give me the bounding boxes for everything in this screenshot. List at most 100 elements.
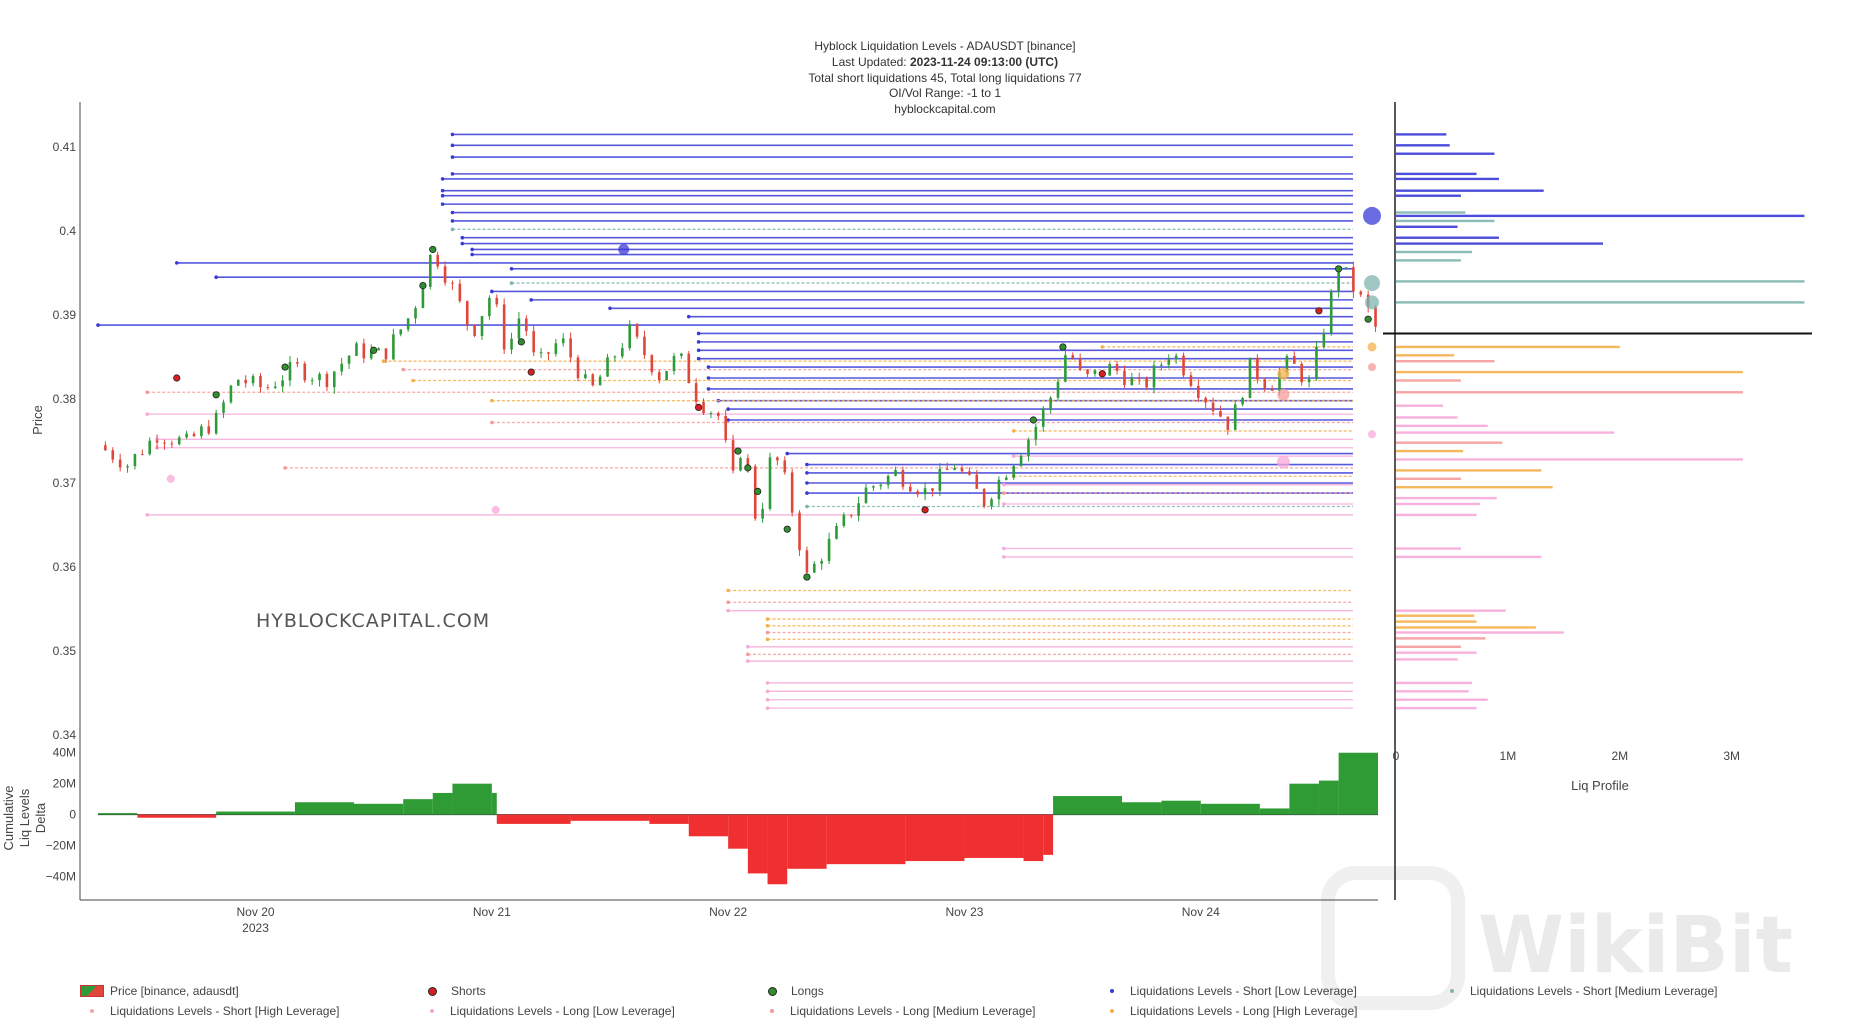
candle-body-63: [569, 338, 572, 358]
liq-level-start-7: [440, 202, 445, 206]
candle-body-57: [525, 318, 528, 332]
candle-body-1: [111, 450, 115, 460]
candle-body-146: [1182, 355, 1185, 376]
candle-body-118: [975, 474, 979, 489]
candle-body-141: [1145, 378, 1148, 388]
longs-marker-7: [744, 464, 752, 472]
legend-item-long-high[interactable]: Liquidations Levels - Long [High Leverag…: [1100, 1004, 1357, 1018]
candle-body-160: [1285, 356, 1289, 373]
liq-profile-bar-33: [1396, 496, 1497, 500]
delta-segment-3: [216, 811, 295, 815]
candle-body-56: [517, 318, 521, 339]
candle-body-36: [369, 350, 373, 359]
liq-profile-bar-45: [1396, 651, 1477, 654]
candle-body-30: [325, 373, 329, 388]
chart-title: Hyblock Liquidation Levels - ADAUSDT [bi…: [808, 39, 1082, 116]
candle-body-21: [259, 375, 262, 388]
longs-marker-14: [1364, 315, 1372, 323]
title-line-2: Last Updated: 2023-11-24 09:13:00 (UTC): [832, 55, 1058, 69]
liq-level-start-13: [470, 247, 474, 252]
liq-profile-tick-2: 2M: [1611, 749, 1628, 763]
legend-item-price[interactable]: Price [binance, adausdt]: [80, 984, 239, 998]
candle-body-84: [724, 415, 727, 441]
liq-level-start-16: [509, 267, 514, 271]
x-tick-year-0: 2023: [242, 921, 269, 935]
liq-level-start-20: [529, 298, 534, 302]
candle-body-114: [945, 468, 949, 470]
legend-label: Liquidations Levels - Short [High Levera…: [110, 1004, 340, 1018]
delta-segment-22: [1043, 814, 1054, 855]
liquidation-bubbles: [166, 206, 1381, 514]
x-tick-3: Nov 23: [945, 905, 983, 919]
candle-body-47: [451, 282, 454, 284]
candle-body-12: [192, 433, 196, 437]
liq-level-start-46: [145, 412, 150, 416]
candle-body-140: [1137, 377, 1141, 379]
liq-level-start-14: [470, 252, 474, 257]
liq-level-start-52: [283, 466, 287, 470]
delta-segment-11: [570, 814, 650, 821]
wikibit-watermark: WikiBit: [1321, 866, 1793, 1010]
candle-body-128: [1049, 397, 1052, 409]
liq-profile-bar-23: [1396, 404, 1443, 407]
candle-body-151: [1219, 411, 1222, 417]
delta-y-axis-title-line-1: Cumulative: [1, 785, 16, 850]
liq-level-start-1: [450, 143, 455, 148]
candle-body-80: [694, 383, 698, 402]
candle-body-39: [392, 334, 395, 360]
legend-item-short-high[interactable]: Liquidations Levels - Short [High Levera…: [80, 1004, 339, 1018]
candle-body-132: [1078, 358, 1082, 370]
candle-body-133: [1086, 369, 1089, 375]
liq-bubble-7: [1277, 388, 1290, 401]
candle-body-143: [1160, 364, 1163, 366]
candle-body-48: [458, 283, 462, 302]
legend-item-short-low[interactable]: Liquidations Levels - Short [Low Leverag…: [1100, 984, 1357, 998]
liq-profile-bar-8: [1396, 214, 1805, 218]
liq-level-start-21: [608, 306, 612, 311]
candle-body-126: [1034, 426, 1038, 440]
candle-body-149: [1204, 397, 1207, 403]
price-y-tick-3: 0.37: [53, 476, 77, 490]
candle-body-73: [643, 336, 646, 356]
candle-body-101: [849, 514, 853, 516]
candle-body-121: [997, 479, 1001, 500]
delta-y-ticks: 40M 20M 0 −20M −40M: [46, 746, 77, 884]
liq-level-start-69: [746, 659, 750, 663]
liq-level-start-59: [1002, 555, 1006, 559]
candle-body-86: [739, 458, 742, 471]
candle-body-16: [222, 402, 225, 413]
last-updated-value: 2023-11-24 09:13:00 (UTC): [910, 55, 1058, 69]
candle-body-119: [982, 488, 986, 507]
legend-item-shorts[interactable]: Shorts: [420, 984, 486, 998]
liq-level-start-10: [450, 227, 455, 232]
liq-profile-bar-28: [1396, 449, 1464, 453]
liq-level-start-5: [440, 188, 445, 193]
legend-item-short-medium[interactable]: Liquidations Levels - Short [Medium Leve…: [1440, 984, 1717, 998]
candle-body-157: [1263, 379, 1267, 389]
legend-item-long-medium[interactable]: Liquidations Levels - Long [Medium Lever…: [760, 1004, 1035, 1018]
liq-level-start-2: [450, 155, 455, 159]
candle-body-33: [347, 355, 351, 364]
longs-marker-13: [1335, 265, 1343, 273]
liq-bubble-1: [618, 243, 630, 255]
liq-bubble-11: [491, 505, 500, 514]
legend-item-longs[interactable]: Longs: [760, 984, 824, 998]
candle-body-148: [1197, 385, 1200, 398]
delta-area: [98, 752, 1378, 885]
shorts-marker-2: [695, 403, 703, 411]
longs-marker-2: [370, 346, 378, 354]
liq-level-start-41: [381, 359, 386, 364]
candle-body-170: [1359, 291, 1363, 295]
candle-body-65: [584, 374, 587, 379]
candle-body-147: [1189, 375, 1193, 386]
liq-level-start-68: [746, 652, 750, 657]
candle-body-22: [266, 387, 270, 389]
liq-level-start-15: [174, 261, 179, 265]
candle-body-163: [1307, 379, 1311, 383]
x-tick-2: Nov 22: [709, 905, 747, 919]
candle-body-35: [362, 343, 366, 359]
candle-body-8: [163, 442, 166, 444]
candle-body-27: [303, 363, 307, 381]
legend-swatch-shorts: [428, 986, 437, 996]
legend-item-long-low[interactable]: Liquidations Levels - Long [Low Leverage…: [420, 1004, 675, 1018]
